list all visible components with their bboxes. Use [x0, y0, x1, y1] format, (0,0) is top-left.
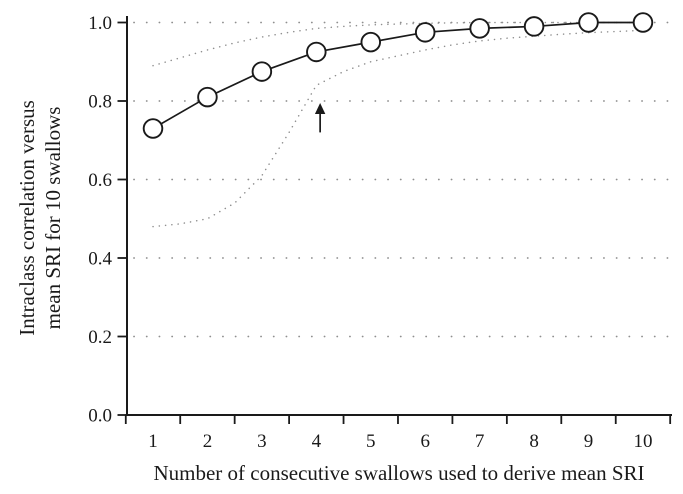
data-point-marker	[578, 12, 599, 33]
data-point-marker	[142, 118, 164, 139]
y-axis-title-line2: mean SRI for 10 swallows	[41, 107, 65, 330]
y-tick-label: 0.8	[88, 92, 112, 113]
x-tick-label: 3	[257, 431, 267, 452]
arrow-annotation	[314, 102, 326, 133]
y-tick-label: 0.4	[88, 249, 112, 270]
x-tick-label: 10	[633, 431, 652, 452]
x-tick-label: 8	[529, 431, 539, 452]
x-tick-label: 4	[312, 431, 322, 452]
data-point-marker	[414, 22, 436, 43]
y-tick-label: 0.6	[88, 170, 112, 191]
x-tick-label: 2	[203, 431, 213, 452]
data-point-marker	[523, 16, 545, 37]
upper-dotted-band-dotted-line	[152, 21, 644, 67]
data-point-marker	[251, 61, 273, 82]
axes	[117, 16, 672, 424]
x-tick-label: 7	[475, 431, 485, 452]
y-axis-title-line1: Intraclass correlation versus	[15, 100, 39, 336]
main-series-line	[152, 21, 643, 130]
y-tick-label: 0.2	[88, 327, 112, 348]
arrow-head	[314, 102, 326, 114]
gridlines	[133, 21, 673, 338]
data-point-marker	[469, 18, 490, 39]
data-point-marker	[632, 12, 654, 33]
x-axis-title: Number of consecutive swallows used to d…	[153, 461, 644, 485]
x-tick-label: 9	[584, 431, 594, 452]
confidence-bands	[152, 21, 644, 228]
data-point-marker	[306, 41, 327, 63]
y-tick-label: 0.0	[88, 406, 112, 427]
x-tick-label: 6	[420, 431, 430, 452]
data-point-marker	[197, 86, 218, 108]
x-tick-label: 5	[366, 431, 376, 452]
x-tick-label: 1	[148, 431, 158, 452]
lower-dotted-band-dotted-line	[152, 29, 644, 228]
data-point-marker	[360, 31, 382, 53]
tick-labels: 0.0 0.2 0.4 0.6 0.8 1.0 1 2 3 4 5 6 7 8 9 10	[88, 13, 652, 452]
series-line	[142, 12, 654, 139]
y-tick-label: 1.0	[88, 13, 112, 34]
